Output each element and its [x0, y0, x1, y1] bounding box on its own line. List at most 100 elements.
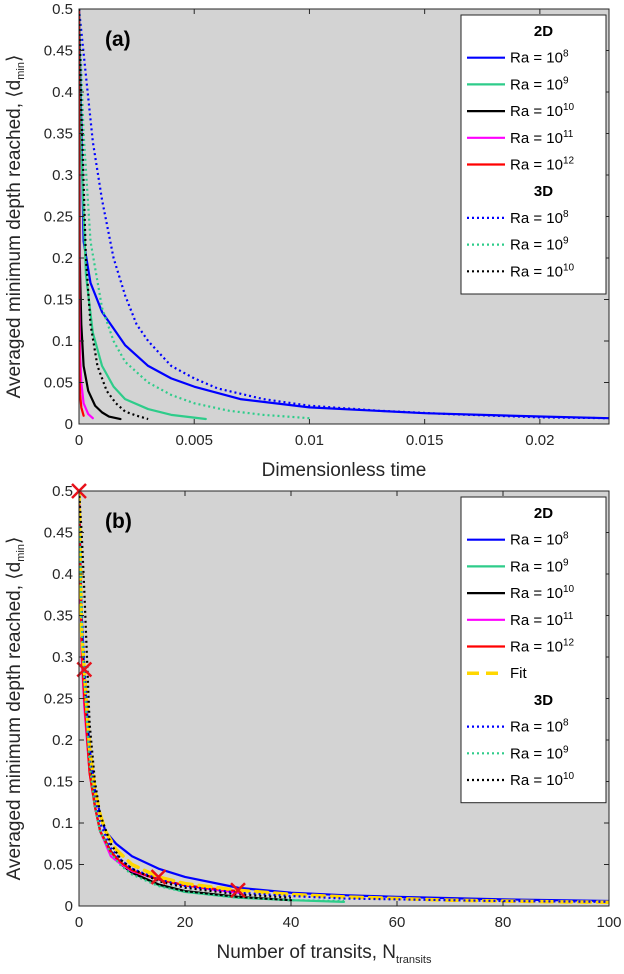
svg-text:Ra = 108: Ra = 108	[510, 531, 569, 549]
legend-heading-a-1: 3D	[534, 183, 553, 200]
svg-text:Ra = 1010: Ra = 1010	[510, 262, 575, 280]
legend-entry-a-0-3: Ra = 1011	[467, 129, 574, 147]
y-tick-label-b-8: 0.4	[52, 566, 73, 583]
y-axis-label-b-end: ⟩	[4, 537, 25, 544]
x-axis-label-b-main: Number of transits, N	[217, 942, 397, 963]
y-tick-label-a-9: 0.45	[44, 43, 73, 60]
fit-marker-1	[76, 661, 93, 678]
y-tick-label-a-0: 0	[65, 416, 73, 433]
y-tick-label-a-1: 0.05	[44, 375, 73, 392]
svg-text:Ra = 1011: Ra = 1011	[510, 129, 574, 147]
y-axis-label-b: Averaged minimum depth reached, ⟨dmin⟩	[4, 537, 27, 881]
y-axis-label-b-main: Averaged minimum depth reached, ⟨d	[4, 562, 25, 881]
y-axis-label-a-main: Averaged minimum depth reached, ⟨d	[4, 80, 25, 399]
legend-entry-a-0-4: Ra = 1012	[467, 156, 575, 174]
legend-entry-a-0-0: Ra = 108	[467, 49, 569, 67]
x-tick-label-b-4: 80	[495, 914, 512, 931]
y-tick-label-b-9: 0.45	[44, 525, 73, 542]
svg-text:Ra = 1010: Ra = 1010	[510, 584, 575, 602]
series-a-7	[79, 9, 149, 421]
y-tick-label-b-6: 0.3	[52, 649, 73, 666]
y-axis-label-a: Averaged minimum depth reached, ⟨dmin⟩	[4, 55, 27, 399]
series-a-5	[79, 9, 609, 420]
svg-text:Ra = 1012: Ra = 1012	[510, 638, 575, 656]
x-tick-label-a-0: 0	[75, 432, 83, 449]
chart-panel-a: 0 0.005 0.01 0.015 0.02 0 0.05 0.1 0.15 0.2 0.25 0.…	[4, 1, 610, 481]
legend-entry-b-0-4: Ra = 1012	[467, 638, 575, 656]
legend-entry-a-0-1: Ra = 109	[467, 75, 569, 93]
svg-text:Ra = 1010: Ra = 1010	[510, 771, 575, 789]
y-tick-label-a-2: 0.1	[52, 333, 73, 350]
legend-heading-a-0: 2D	[534, 23, 553, 40]
svg-text:Ra = 108: Ra = 108	[510, 718, 569, 736]
series-a-0	[79, 9, 609, 420]
x-tick-label-b-5: 100	[596, 914, 621, 931]
series-a-6	[79, 9, 310, 420]
x-tick-label-a-2: 0.01	[295, 432, 324, 449]
series-b-7	[79, 491, 345, 903]
legend-a: 2D Ra = 108 Ra = 109 Ra = 1010 Ra = 1011 Ra =…	[460, 14, 607, 295]
svg-text:Ra = 1010: Ra = 1010	[510, 102, 575, 120]
legend-entry-b-0-2: Ra = 1010	[467, 584, 575, 602]
legend-b: 2D Ra = 108 Ra = 109 Ra = 1010 Ra = 1011 Ra =…	[460, 496, 607, 804]
y-tick-label-a-6: 0.3	[52, 167, 73, 184]
y-tick-label-a-7: 0.35	[44, 126, 73, 143]
y-axis-label-a-end: ⟩	[4, 55, 25, 62]
legend-entry-a-0-2: Ra = 1010	[467, 102, 575, 120]
x-axis-label-a: Dimensionless time	[262, 460, 427, 481]
x-tick-label-b-0: 0	[75, 914, 83, 931]
legend-entry-b-1-1: Ra = 109	[467, 744, 569, 762]
chart-panel-b: 0 20 40 60 80 100 0 0.05 0.1 0.15 0.2 0.25 0.3 0.35 0.…	[4, 483, 622, 966]
y-tick-label-a-3: 0.15	[44, 292, 73, 309]
legend-heading-b-0: 2D	[534, 505, 553, 522]
y-tick-label-b-7: 0.35	[44, 608, 73, 625]
x-tick-label-a-1: 0.005	[175, 432, 213, 449]
svg-text:Ra = 108: Ra = 108	[510, 49, 569, 67]
y-tick-label-a-4: 0.2	[52, 250, 73, 267]
y-tick-label-b-3: 0.15	[44, 774, 73, 791]
svg-text:Ra = 1011: Ra = 1011	[510, 611, 574, 629]
fit-marker-3	[230, 882, 246, 899]
y-tick-label-a-5: 0.25	[44, 209, 73, 226]
y-tick-label-a-10: 0.5	[52, 1, 73, 18]
y-tick-label-b-5: 0.25	[44, 691, 73, 708]
legend-entry-a-1-1: Ra = 109	[467, 236, 569, 254]
svg-text:Ra = 109: Ra = 109	[510, 75, 569, 93]
svg-text:Ra = 108: Ra = 108	[510, 209, 569, 227]
series-a-1	[79, 9, 207, 421]
legend-entry-b-0-5: Fit	[467, 665, 527, 682]
y-axis-label-b-sub: min	[15, 544, 27, 562]
y-tick-label-b-2: 0.1	[52, 815, 73, 832]
panel-label-a: (a)	[105, 28, 131, 51]
legend-heading-b-1: 3D	[534, 692, 553, 709]
svg-text:Fit: Fit	[510, 665, 527, 682]
panel-label-b: (b)	[105, 510, 132, 533]
y-tick-label-b-1: 0.05	[44, 857, 73, 874]
legend-entry-a-1-2: Ra = 1010	[467, 262, 575, 280]
y-tick-label-b-0: 0	[65, 898, 73, 915]
legend-entry-b-1-2: Ra = 1010	[467, 771, 575, 789]
fit-marker-2	[150, 869, 167, 885]
legend-box-a	[460, 14, 607, 295]
x-tick-label-a-3: 0.015	[406, 432, 444, 449]
series-b-8	[79, 491, 292, 899]
x-axis-label-b: Number of transits, Ntransits	[217, 942, 432, 966]
svg-text:Ra = 1012: Ra = 1012	[510, 156, 575, 174]
y-tick-label-b-10: 0.5	[52, 483, 73, 500]
svg-text:Ra = 109: Ra = 109	[510, 236, 569, 254]
y-axis-label-a-sub: min	[15, 62, 27, 80]
legend-box-b	[460, 496, 607, 804]
y-tick-label-b-4: 0.2	[52, 732, 73, 749]
y-tick-label-a-8: 0.4	[52, 84, 73, 101]
legend-entry-a-1-0: Ra = 108	[467, 209, 569, 227]
x-tick-label-a-4: 0.02	[525, 432, 554, 449]
x-axis-label-b-sub: transits	[396, 954, 432, 966]
svg-text:Ra = 109: Ra = 109	[510, 557, 569, 575]
x-tick-label-b-3: 60	[389, 914, 406, 931]
legend-entry-b-0-3: Ra = 1011	[467, 611, 574, 629]
legend-entry-b-0-1: Ra = 109	[467, 557, 569, 575]
x-tick-label-b-1: 20	[177, 914, 194, 931]
legend-entry-b-0-0: Ra = 108	[467, 531, 569, 549]
